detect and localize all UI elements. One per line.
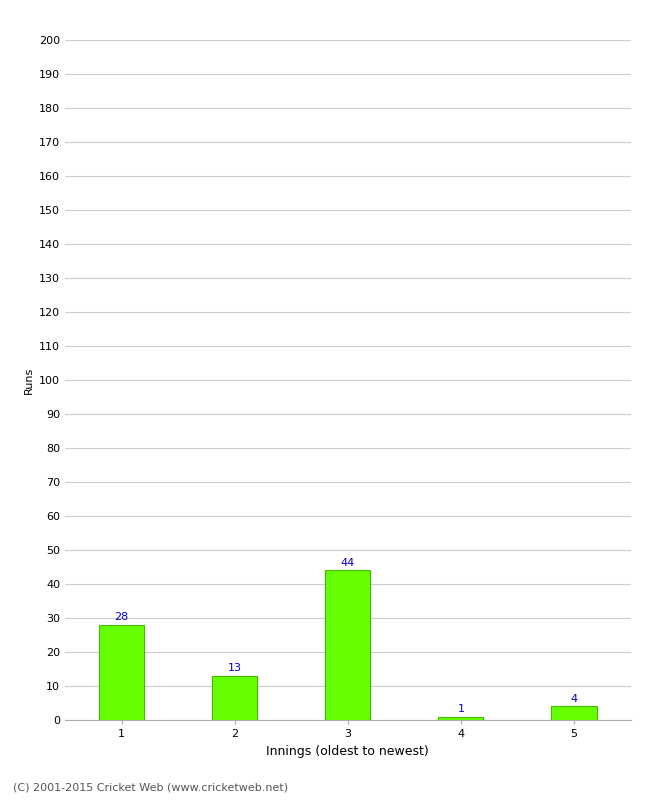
Y-axis label: Runs: Runs [23,366,33,394]
Bar [99,625,144,720]
Bar [325,570,370,720]
Bar [212,676,257,720]
Text: 4: 4 [571,694,577,704]
Text: 13: 13 [227,663,242,673]
Bar [551,706,597,720]
X-axis label: Innings (oldest to newest): Innings (oldest to newest) [266,745,429,758]
Text: (C) 2001-2015 Cricket Web (www.cricketweb.net): (C) 2001-2015 Cricket Web (www.cricketwe… [13,782,288,792]
Bar [438,717,484,720]
Text: 44: 44 [341,558,355,568]
Text: 1: 1 [458,704,464,714]
Text: 28: 28 [114,612,129,622]
